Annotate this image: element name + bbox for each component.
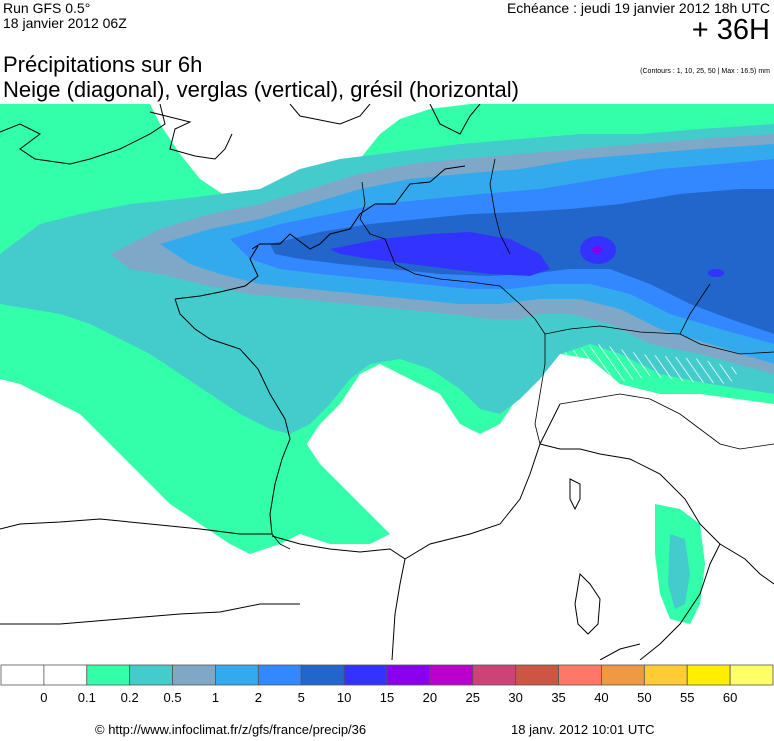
legend-label: 1	[212, 690, 219, 705]
legend-swatch	[386, 664, 431, 686]
legend-label: 0	[40, 690, 47, 705]
legend-label: 50	[637, 690, 651, 705]
band-10-far-east	[708, 269, 724, 277]
contours-note: (Contours : 1, 10, 25, 50 | Max : 16.5) …	[640, 68, 770, 75]
map-title: Précipitations sur 6h	[3, 52, 203, 77]
legend-label: 0.1	[78, 690, 96, 705]
legend-swatch	[729, 664, 774, 686]
run-label: Run GFS 0.5°	[3, 0, 91, 16]
legend-label: 60	[723, 690, 737, 705]
legend-label: 10	[337, 690, 351, 705]
legend-label: 5	[298, 690, 305, 705]
legend-label: 25	[466, 690, 480, 705]
echeance-label: Echéance : jeudi 19 janvier 2012 18h UTC	[506, 0, 770, 16]
legend-label: 55	[680, 690, 694, 705]
legend-swatch	[558, 664, 602, 686]
legend-label: 0.5	[164, 690, 182, 705]
run-date: 18 janvier 2012 06Z	[3, 15, 127, 31]
band-italy-teal	[668, 534, 690, 609]
legend-label: 30	[508, 690, 522, 705]
legend-label: 35	[551, 690, 565, 705]
legend-swatch	[643, 664, 688, 686]
band-15-core	[592, 246, 602, 254]
snow-hatch-alps	[560, 344, 740, 409]
legend-swatch	[129, 664, 173, 686]
borders	[271, 158, 774, 550]
legend-scale: 0 0.1 0.2 0.5 1 2 5 10 15 20 25 30 35 40 50 55 60	[0, 664, 774, 705]
legend-swatch	[172, 664, 216, 686]
legend-swatch	[43, 664, 88, 686]
legend-swatch	[215, 664, 259, 686]
legend-swatch	[601, 664, 645, 686]
legend-swatches	[0, 664, 774, 686]
source-url: © http://www.infoclimat.fr/z/gfs/france/…	[95, 722, 367, 737]
legend-swatch	[686, 664, 731, 686]
band-10	[330, 232, 550, 276]
legend-swatch	[0, 664, 45, 686]
legend-label: 0.2	[121, 690, 139, 705]
legend-label: 2	[255, 690, 262, 705]
legend-label: 20	[423, 690, 437, 705]
precipitation-map	[0, 104, 774, 660]
legend-labels: 0 0.1 0.2 0.5 1 2 5 10 15 20 25 30 35 40 50 55 60	[40, 690, 737, 705]
legend-swatch	[472, 664, 517, 686]
generated-date: 18 janv. 2012 10:01 UTC	[511, 722, 655, 737]
map-subtitle: Neige (diagonal), verglas (vertical), gr…	[3, 77, 519, 102]
legend-swatch	[343, 664, 388, 686]
legend-swatch	[257, 664, 302, 686]
lead-time: + 36H	[691, 14, 770, 46]
coastlines	[0, 104, 774, 660]
legend-label: 40	[594, 690, 608, 705]
legend-label: 15	[380, 690, 394, 705]
legend-swatch	[300, 664, 345, 686]
legend-swatch	[86, 664, 131, 686]
legend-swatch	[429, 664, 474, 686]
legend-swatch	[515, 664, 559, 686]
